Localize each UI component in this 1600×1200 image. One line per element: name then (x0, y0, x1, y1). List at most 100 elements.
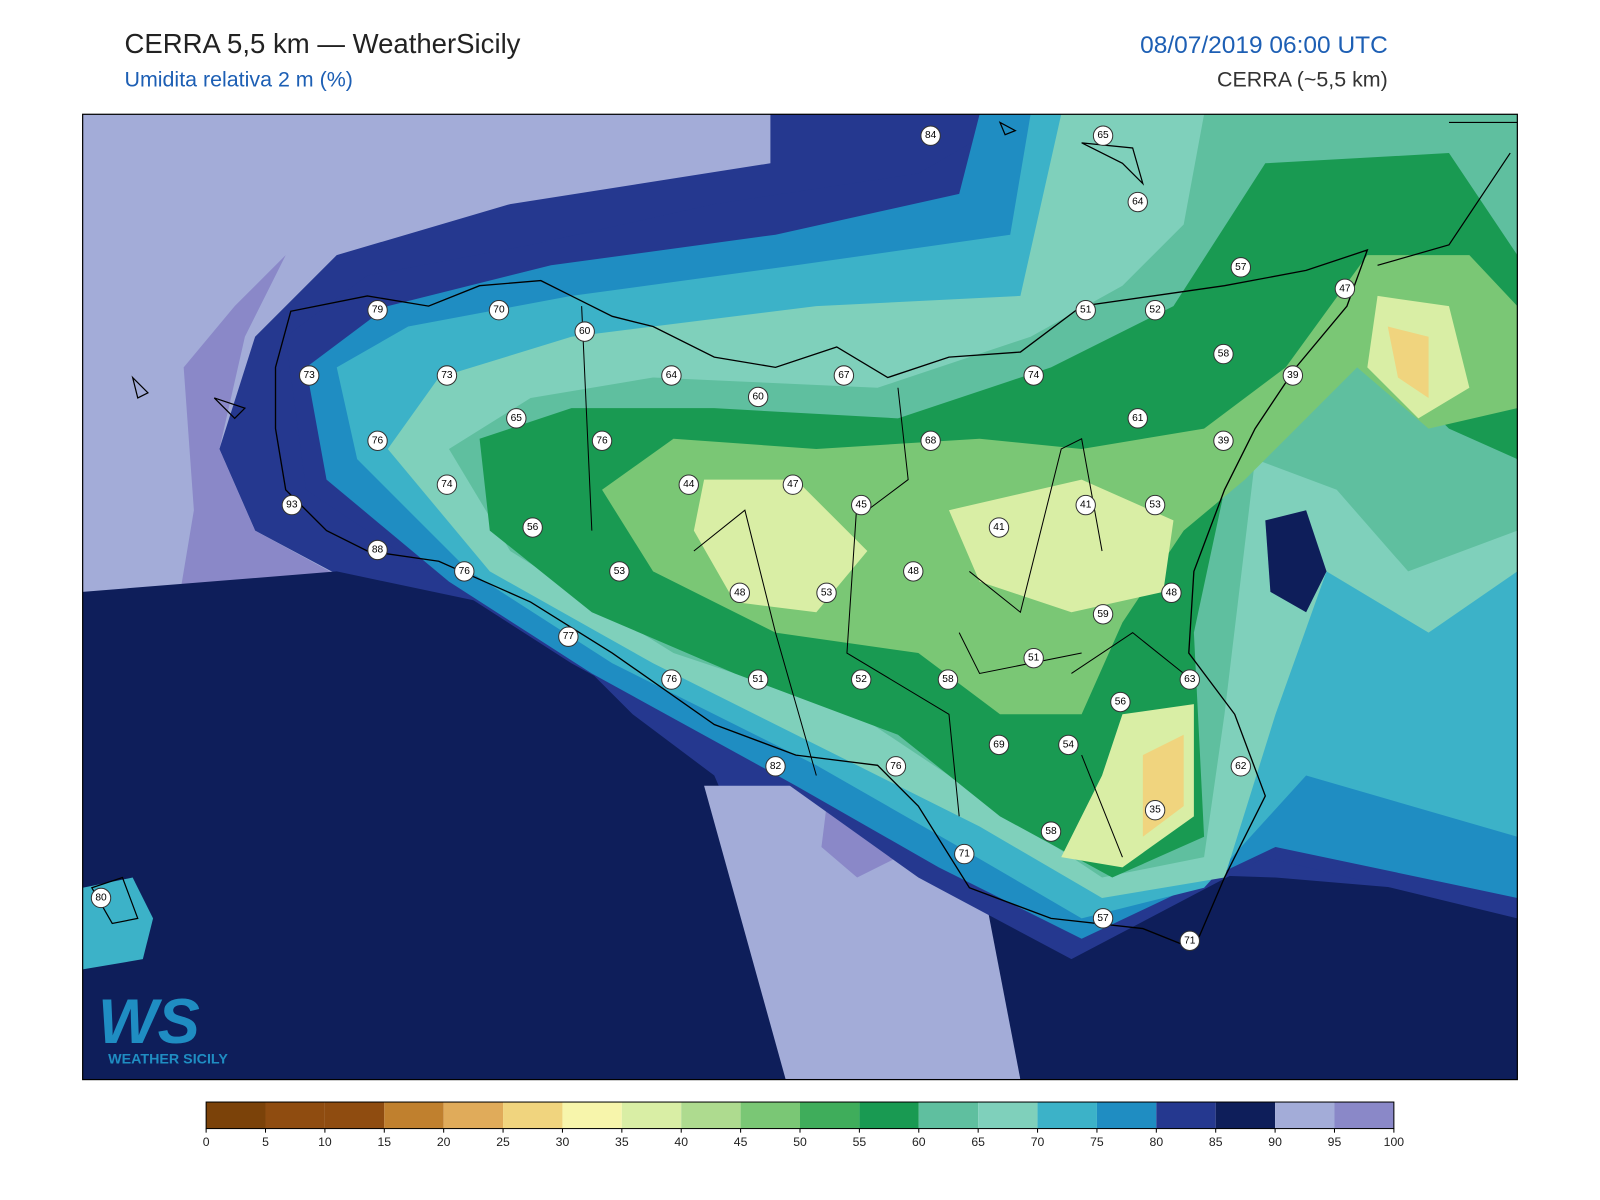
station: 70 (488, 300, 510, 321)
station-value: 51 (1028, 653, 1040, 664)
station-marker (729, 582, 750, 604)
model-label: CERRA (~5,5 km) (1217, 68, 1388, 92)
colorbar-swatch (918, 1102, 979, 1129)
station: 65 (506, 408, 527, 429)
station-value: 57 (1235, 262, 1247, 273)
station-marker (367, 539, 388, 561)
station-marker (506, 408, 527, 429)
station: 82 (765, 756, 786, 777)
colorbar-swatch (562, 1102, 622, 1129)
colorbar-tick-label: 75 (1090, 1135, 1104, 1149)
station: 84 (920, 125, 941, 146)
station-marker (367, 430, 388, 452)
station-marker (988, 517, 1010, 538)
colorbar-swatch (384, 1102, 444, 1129)
station-marker (1179, 669, 1200, 690)
station-value: 84 (925, 130, 937, 141)
subtitle: Umidita relativa 2 m (%) (124, 68, 352, 92)
colorbar-tick-label: 80 (1150, 1135, 1164, 1149)
station: 79 (367, 300, 388, 321)
colorbar-swatch (265, 1102, 325, 1129)
station-marker (1092, 604, 1114, 625)
station: 80 (90, 887, 112, 909)
station-value: 76 (890, 761, 902, 772)
station: 63 (1179, 669, 1200, 690)
station-value: 70 (493, 305, 505, 316)
colorbar-swatch (800, 1102, 860, 1129)
station: 71 (954, 843, 975, 865)
station-value: 54 (1063, 739, 1075, 750)
station-marker (488, 300, 510, 321)
map-frame (82, 113, 1518, 1081)
station-marker (1213, 343, 1234, 365)
colorbar-swatch (1334, 1102, 1394, 1129)
station-marker (1110, 691, 1131, 713)
logo-text: WEATHER SICILY (108, 1051, 228, 1067)
station-marker (988, 734, 1010, 756)
station: 74 (436, 474, 458, 495)
colorbar-tick-label: 30 (556, 1135, 570, 1149)
station-marker (367, 300, 388, 321)
colorbar-tick-label: 40 (674, 1135, 688, 1149)
colorbar-tick-label: 0 (203, 1135, 210, 1149)
station: 76 (367, 430, 388, 452)
station-value: 64 (666, 370, 678, 381)
station-value: 88 (372, 545, 384, 556)
colorbar-swatch (1096, 1102, 1157, 1129)
station-marker (522, 517, 543, 538)
station: 76 (454, 561, 475, 582)
station: 73 (298, 365, 320, 386)
station-marker (851, 669, 872, 690)
station: 47 (1334, 278, 1356, 299)
station-marker (1230, 257, 1252, 278)
station-value: 76 (459, 566, 471, 577)
station: 56 (1110, 691, 1131, 713)
station-marker (1144, 494, 1166, 516)
station-marker (1092, 908, 1114, 929)
colorbar-swatch (1156, 1102, 1216, 1129)
station-value: 58 (1045, 826, 1057, 837)
station-value: 53 (614, 566, 626, 577)
station-marker (436, 474, 458, 495)
station-value: 53 (821, 587, 833, 598)
station-value: 51 (752, 674, 764, 685)
station: 56 (522, 517, 543, 538)
station: 52 (1144, 300, 1166, 321)
station: 88 (367, 539, 388, 561)
station-marker (765, 756, 786, 777)
station-marker (1127, 408, 1148, 429)
station: 71 (1179, 930, 1200, 952)
station-value: 59 (1097, 609, 1109, 620)
station-marker (1179, 930, 1200, 952)
colorbar-tick-label: 85 (1209, 1135, 1223, 1149)
station-marker (747, 386, 769, 408)
colorbar-tick-label: 35 (615, 1135, 629, 1149)
station-marker (558, 626, 579, 647)
station: 61 (1127, 408, 1148, 429)
station: 65 (1092, 125, 1114, 146)
station-marker (661, 669, 682, 690)
station-value: 48 (908, 566, 920, 577)
station: 64 (661, 365, 682, 386)
station-value: 76 (666, 674, 678, 685)
station-value: 71 (959, 849, 971, 860)
station-marker (833, 365, 855, 386)
station-value: 73 (304, 370, 316, 381)
station-marker (851, 494, 872, 516)
colorbar-tick-label: 100 (1384, 1135, 1405, 1149)
station-marker (885, 756, 907, 777)
station-marker (816, 582, 837, 604)
station-value: 76 (596, 435, 608, 446)
station-value: 52 (1149, 305, 1161, 316)
station: 35 (1144, 800, 1166, 821)
station-marker (1213, 430, 1234, 452)
colorbar-swatch (1215, 1102, 1276, 1129)
station-value: 60 (752, 391, 764, 402)
station: 76 (591, 430, 613, 452)
map-field (82, 114, 1518, 1080)
station-value: 35 (1149, 805, 1161, 816)
station-value: 47 (1339, 283, 1351, 294)
station-marker (591, 430, 613, 452)
station-value: 73 (441, 370, 453, 381)
